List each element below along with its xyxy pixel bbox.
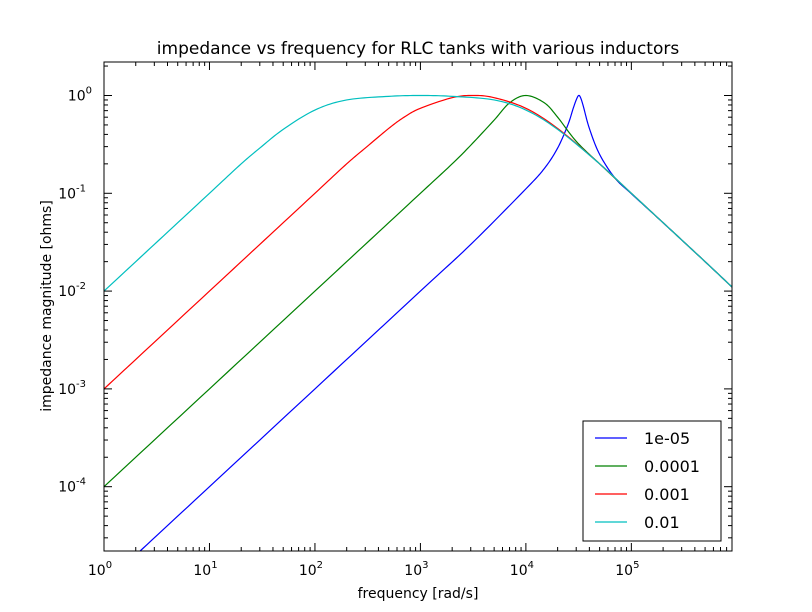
x-axis-label: frequency [rad/s] [358, 586, 479, 602]
legend-label-1: 0.0001 [644, 457, 700, 476]
x-tick-label: 105 [615, 560, 639, 579]
tick-layer: 100 101 102 103 104 105 10-4 10-3 10-2 10-1 100 [58, 62, 733, 579]
y-tick-label: 10-4 [58, 477, 86, 496]
x-tick-label: 102 [299, 560, 323, 579]
chart-title: impedance vs frequency for RLC tanks wit… [157, 39, 680, 59]
y-tick-label: 100 [68, 85, 92, 104]
y-tick-label: 10-2 [58, 281, 86, 300]
legend: 1e-05 0.0001 0.001 0.01 [582, 420, 722, 542]
x-tick-label: 103 [404, 560, 428, 579]
x-tick-label: 100 [88, 560, 112, 579]
legend-label-2: 0.001 [644, 485, 690, 504]
series-line-3 [104, 94, 732, 292]
y-axis-label: impedance magnitude [ohms] [39, 200, 55, 412]
x-tick-label: 101 [193, 560, 217, 579]
y-tick-label: 10-1 [58, 183, 86, 202]
y-tick-label: 10-3 [58, 379, 86, 398]
legend-label-3: 0.01 [644, 513, 680, 532]
legend-label-0: 1e-05 [644, 429, 690, 448]
x-tick-label: 104 [510, 560, 534, 579]
legend-box [582, 420, 722, 542]
series-layer [104, 94, 732, 551]
